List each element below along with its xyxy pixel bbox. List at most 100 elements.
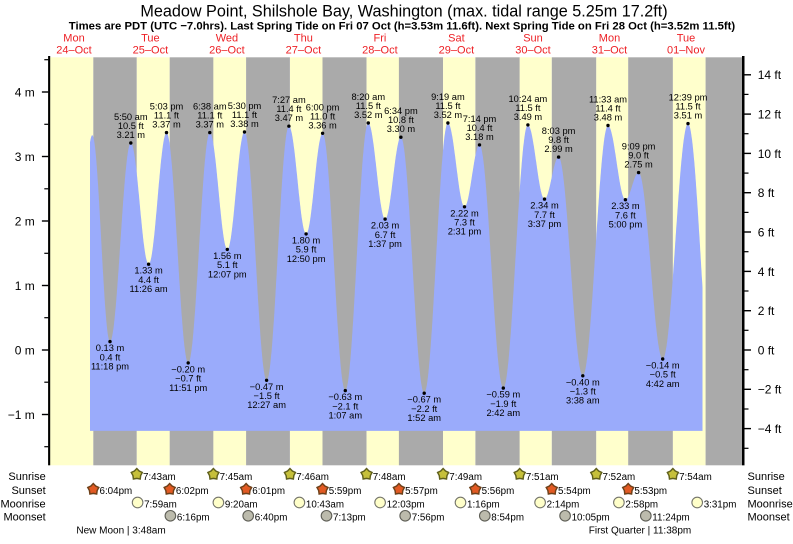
svg-text:5:30 pm: 5:30 pm [228,101,262,111]
svg-text:−0.7 ft: −0.7 ft [175,374,202,384]
svg-text:5.1 ft: 5.1 ft [217,260,238,270]
svg-text:First Quarter | 11:38pm: First Quarter | 11:38pm [589,526,691,537]
svg-text:7.6 ft: 7.6 ft [615,210,636,220]
svg-text:11.0 ft: 11.0 ft [310,111,336,121]
svg-text:12 ft: 12 ft [758,108,782,122]
svg-text:−0.5 ft: −0.5 ft [650,370,677,380]
svg-text:27–Oct: 27–Oct [286,45,321,57]
svg-text:2:14pm: 2:14pm [547,499,580,510]
svg-text:2 m: 2 m [15,214,35,228]
svg-text:3.36 m: 3.36 m [308,120,337,130]
svg-text:New Moon | 3:48am: New Moon | 3:48am [76,526,165,537]
svg-text:7:59am: 7:59am [144,499,177,510]
svg-text:7:56pm: 7:56pm [412,513,445,524]
svg-text:Moonset: Moonset [748,512,790,524]
svg-text:3.52 m: 3.52 m [434,110,463,120]
svg-text:6:34 pm: 6:34 pm [384,106,418,116]
svg-text:10.8 ft: 10.8 ft [388,115,414,125]
svg-text:11:51 pm: 11:51 pm [169,383,207,393]
svg-text:2:42 am: 2:42 am [487,408,521,418]
svg-text:0.13 m: 0.13 m [96,343,125,353]
svg-text:12:50 pm: 12:50 pm [287,254,326,264]
svg-text:5.9 ft: 5.9 ft [296,245,317,255]
svg-text:10:05pm: 10:05pm [572,513,610,524]
svg-text:0 m: 0 m [15,343,35,357]
svg-text:12:27 am: 12:27 am [247,400,286,410]
svg-text:7:49am: 7:49am [449,472,482,483]
svg-text:9.8 ft: 9.8 ft [548,135,569,145]
svg-text:Thu: Thu [294,33,313,45]
svg-text:2 ft: 2 ft [758,304,775,318]
svg-text:6:01pm: 6:01pm [252,486,285,497]
svg-text:1:37 pm: 1:37 pm [368,239,402,249]
svg-text:−2 ft: −2 ft [758,383,782,397]
svg-text:11.1 ft: 11.1 ft [197,111,223,121]
svg-text:6:16pm: 6:16pm [177,513,210,524]
svg-text:6:00 pm: 6:00 pm [306,102,340,112]
svg-text:−1 m: −1 m [8,408,35,422]
svg-text:−0.14 m: −0.14 m [646,361,680,371]
svg-text:2.03 m: 2.03 m [371,221,400,231]
svg-text:4 m: 4 m [15,85,35,99]
svg-text:Mon: Mon [599,33,620,45]
svg-text:11.4 ft: 11.4 ft [276,104,302,114]
svg-text:6:02pm: 6:02pm [176,486,209,497]
svg-text:−0.47 m: −0.47 m [250,382,284,392]
svg-text:−0.63 m: −0.63 m [328,392,362,402]
svg-text:−0.59 m: −0.59 m [486,390,520,400]
svg-text:3.47 m: 3.47 m [275,113,304,123]
svg-text:3.49 m: 3.49 m [514,112,543,122]
svg-text:7:54am: 7:54am [679,472,712,483]
svg-text:31–Oct: 31–Oct [592,45,627,57]
svg-text:9:19 am: 9:19 am [431,92,465,102]
svg-text:2:58pm: 2:58pm [625,499,658,510]
svg-text:6:40pm: 6:40pm [255,513,288,524]
svg-text:2.75 m: 2.75 m [624,160,653,170]
svg-text:Mon: Mon [63,33,84,45]
svg-text:8:20 am: 8:20 am [352,92,386,102]
svg-text:3.18 m: 3.18 m [465,132,494,142]
svg-text:10.5 ft: 10.5 ft [118,121,144,131]
svg-text:Sunset: Sunset [11,485,45,497]
svg-text:7:52am: 7:52am [603,472,636,483]
svg-text:5:56pm: 5:56pm [482,486,515,497]
svg-text:2.34 m: 2.34 m [530,201,559,211]
svg-text:Sun: Sun [523,33,543,45]
svg-text:12:07 pm: 12:07 pm [208,269,247,279]
svg-text:28–Oct: 28–Oct [362,45,397,57]
svg-text:−2.2 ft: −2.2 ft [411,404,438,414]
svg-text:3.30 m: 3.30 m [387,124,416,134]
svg-text:29–Oct: 29–Oct [439,45,474,57]
svg-text:10 ft: 10 ft [758,147,782,161]
svg-text:11.1 ft: 11.1 ft [154,111,180,121]
svg-text:7:46am: 7:46am [296,472,329,483]
svg-text:−0.20 m: −0.20 m [171,364,205,374]
svg-text:1:16pm: 1:16pm [467,499,500,510]
svg-text:Sat: Sat [448,33,465,45]
svg-text:6:04pm: 6:04pm [100,486,133,497]
svg-text:3.37 m: 3.37 m [152,120,181,130]
svg-text:8:03 pm: 8:03 pm [542,126,576,136]
svg-text:−2.1 ft: −2.1 ft [332,401,359,411]
svg-text:01–Nov: 01–Nov [667,45,705,57]
svg-text:4:42 am: 4:42 am [646,379,680,389]
svg-text:8:54pm: 8:54pm [491,513,524,524]
svg-text:Fri: Fri [373,33,386,45]
svg-text:2.99 m: 2.99 m [544,144,573,154]
svg-text:2:31 pm: 2:31 pm [448,227,482,237]
svg-text:2.22 m: 2.22 m [450,208,479,218]
svg-text:Moonrise: Moonrise [748,498,793,510]
svg-text:−1.5 ft: −1.5 ft [254,391,281,401]
svg-text:11.1 ft: 11.1 ft [232,110,258,120]
svg-text:3.48 m: 3.48 m [594,113,623,123]
svg-text:10:43am: 10:43am [306,499,344,510]
svg-text:Sunrise: Sunrise [748,471,785,483]
svg-text:8 ft: 8 ft [758,186,775,200]
svg-text:7:48am: 7:48am [373,472,406,483]
svg-text:Times are PDT (UTC −7.0hrs). L: Times are PDT (UTC −7.0hrs). Last Spring… [69,21,736,33]
svg-text:0 ft: 0 ft [758,343,775,357]
svg-text:9:09 pm: 9:09 pm [622,142,656,152]
svg-text:25–Oct: 25–Oct [133,45,168,57]
svg-text:6:38 am: 6:38 am [193,102,227,112]
svg-text:11.5 ft: 11.5 ft [515,103,541,113]
